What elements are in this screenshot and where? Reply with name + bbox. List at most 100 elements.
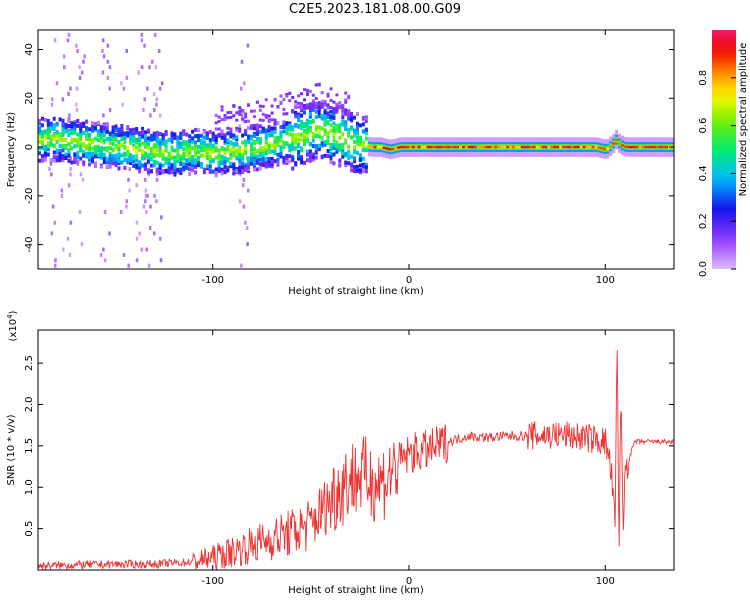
heatmap-cell [291, 136, 295, 141]
heatmap-cell [338, 123, 342, 128]
heatmap-cell [255, 136, 259, 141]
heatmap-cell [353, 169, 357, 174]
heatmap-cell [176, 159, 180, 164]
heatmap-cell [132, 154, 136, 159]
heatmap-cell [50, 97, 54, 102]
heatmap-cell [261, 104, 265, 108]
heatmap-cell [353, 156, 357, 161]
heatmap-cell [303, 136, 306, 141]
heatmap-cell [358, 163, 362, 168]
heatmap-cell [308, 128, 312, 133]
heatmap-cell [320, 91, 324, 95]
heatmap-cell [314, 105, 318, 109]
heatmap-cell [182, 129, 186, 134]
heatmap-cell [38, 118, 41, 123]
heatmap-cell [111, 141, 115, 146]
heatmap-cell [173, 135, 177, 140]
heatmap-cell [79, 148, 83, 153]
heatmap-cell [303, 110, 306, 115]
heatmap-cell [76, 137, 80, 142]
y-tick-label: 0.5 [24, 521, 35, 537]
heatmap-cell [226, 140, 230, 145]
heatmap-cell [146, 128, 150, 133]
heatmap-cell [364, 162, 368, 167]
heatmap-cell [46, 141, 50, 146]
heatmap-cell [291, 133, 295, 138]
heatmap-cell [288, 91, 292, 95]
heatmap-cell [199, 141, 203, 146]
heatmap-cell [138, 162, 142, 167]
heatmap-cell [155, 135, 159, 140]
heatmap-cell [285, 126, 289, 131]
heatmap-cell [76, 160, 80, 165]
heatmap-cell [300, 108, 304, 113]
heatmap-cell [326, 154, 330, 159]
heatmap-cell [232, 145, 236, 150]
heatmap-cell [476, 145, 480, 149]
heatmap-cell [155, 177, 159, 182]
heatmap-cell [155, 141, 159, 146]
heatmap-cell [135, 220, 139, 225]
heatmap-cell [294, 137, 298, 142]
heatmap-cell [103, 209, 107, 214]
heatmap-cell [258, 149, 262, 154]
heatmap-cell [75, 43, 78, 48]
heatmap-cell [544, 145, 548, 149]
heatmap-cell [38, 126, 41, 131]
heatmap-cell [161, 163, 165, 168]
heatmap-cell [40, 140, 44, 145]
heatmap-cell [142, 108, 145, 113]
heatmap-cell [149, 147, 153, 152]
heatmap-cell [609, 145, 613, 148]
heatmap-cell [267, 131, 271, 136]
heatmap-cell [229, 141, 233, 146]
heatmap-cell [185, 153, 189, 158]
heatmap-cell [93, 123, 97, 128]
heatmap-cell [191, 146, 195, 151]
heatmap-cell [205, 166, 209, 171]
heatmap-cell [148, 65, 151, 70]
heatmap-cell [341, 122, 345, 127]
y-tick-label: 0 [24, 144, 35, 150]
heatmap-cell [273, 159, 277, 164]
y-tick-label: 40 [24, 43, 35, 56]
heatmap-cell [270, 133, 274, 138]
heatmap-cell [303, 142, 306, 147]
heatmap-cell [155, 148, 159, 153]
heatmap-cell [261, 156, 265, 161]
heatmap-cell [285, 94, 289, 98]
heatmap-cell [242, 118, 245, 123]
heatmap-cell [341, 109, 345, 113]
heatmap-cell [250, 161, 253, 166]
heatmap-cell [659, 145, 663, 149]
heatmap-cell [308, 102, 312, 106]
heatmap-cell [238, 170, 242, 175]
heatmap-cell [270, 143, 274, 148]
heatmap-cell [67, 32, 71, 37]
heatmap-cell [238, 128, 242, 133]
heatmap-cell [114, 153, 118, 158]
heatmap-cell [553, 145, 557, 149]
heatmap-cell [565, 145, 569, 149]
heatmap-cell [523, 145, 527, 149]
heatmap-cell [140, 32, 143, 37]
heatmap-cell [135, 258, 139, 263]
heatmap-cell [138, 169, 142, 174]
heatmap-cell [229, 163, 233, 168]
heatmap-cell [573, 145, 577, 149]
heatmap-cell [344, 120, 348, 125]
heatmap-cell [241, 161, 245, 166]
heatmap-cell [108, 108, 112, 113]
heatmap-cell [38, 132, 41, 137]
heatmap-cell [255, 160, 259, 165]
heatmap-cell [314, 144, 318, 149]
heatmap-cell [491, 145, 495, 149]
heatmap-cell [214, 134, 218, 139]
heatmap-cell [282, 159, 286, 164]
heatmap-cell [160, 215, 163, 220]
heatmap-cell [267, 118, 271, 122]
heatmap-cell [170, 153, 174, 158]
heatmap-cell [276, 121, 280, 126]
heatmap-cell [205, 131, 209, 136]
heatmap-cell [347, 144, 351, 149]
